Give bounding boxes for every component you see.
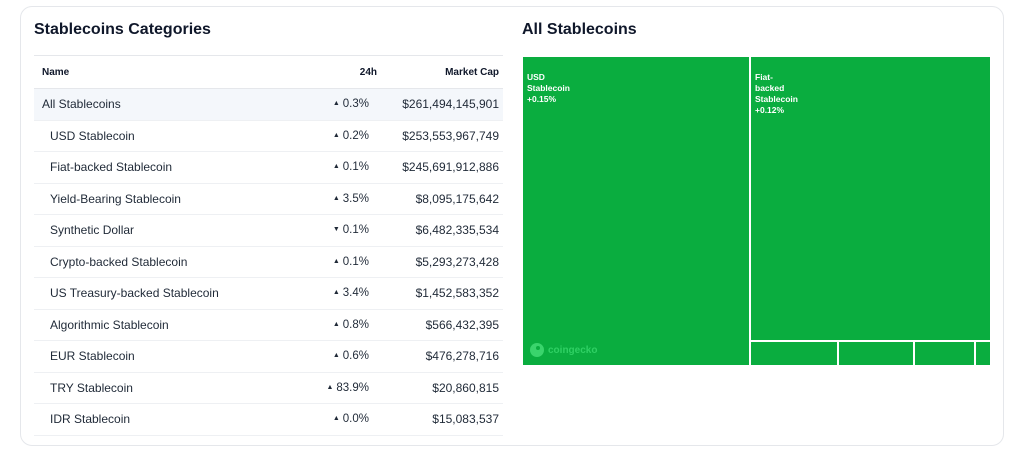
change-24h: ▲ 3.5%: [301, 183, 381, 215]
market-cap: $6,482,335,534: [381, 214, 503, 247]
change-24h: ▲ 0.3%: [301, 88, 381, 121]
caret-up-icon: ▲: [332, 289, 340, 297]
categories-title: Stablecoins Categories: [34, 21, 211, 38]
market-cap: $261,494,145,901: [381, 88, 503, 121]
treemap-tile-fiat-backed-stablecoin[interactable]: Fiat- backed Stablecoin +0.12%: [750, 56, 991, 341]
stablecoins-treemap: USD Stablecoin +0.15% coingecko Fiat- ba…: [522, 56, 991, 366]
stablecoins-card: Stablecoins Categories All Stablecoins N…: [20, 6, 1004, 446]
caret-up-icon: ▲: [332, 100, 340, 108]
market-cap: $5,293,273,428: [381, 246, 503, 278]
table-row[interactable]: Crypto-backed Stablecoin ▲ 0.1% $5,293,273,…: [34, 246, 503, 278]
category-name[interactable]: US Treasury-backed Stablecoin: [34, 277, 301, 310]
change-24h: ▲ 0.1%: [301, 151, 381, 184]
treemap-tile-small[interactable]: [914, 341, 975, 366]
market-cap: $15,083,537: [381, 403, 503, 436]
caret-up-icon: ▲: [332, 352, 340, 360]
column-header-24h[interactable]: 24h: [301, 55, 381, 89]
category-name[interactable]: EUR Stablecoin: [34, 340, 301, 373]
tile-label: USD Stablecoin: [527, 72, 570, 93]
market-cap: $20,860,815: [381, 372, 503, 404]
market-cap: $253,553,967,749: [381, 120, 503, 152]
category-name[interactable]: Yield-Bearing Stablecoin: [34, 183, 301, 215]
table-row[interactable]: Yield-Bearing Stablecoin ▲ 3.5% $8,095,175,…: [34, 183, 503, 215]
category-name[interactable]: Fiat-backed Stablecoin: [34, 151, 301, 184]
change-24h: ▲ 0.2%: [301, 120, 381, 152]
change-24h: ▲ 0.6%: [301, 340, 381, 373]
tile-change: +0.15%: [527, 94, 557, 104]
table-row[interactable]: TRY Stablecoin ▲ 83.9% $20,860,815: [34, 372, 503, 404]
caret-up-icon: ▲: [332, 194, 340, 202]
caret-up-icon: ▲: [326, 383, 334, 391]
market-cap: $476,278,716: [381, 340, 503, 373]
coingecko-logo-icon: [530, 343, 544, 357]
category-name[interactable]: Crypto-backed Stablecoin: [34, 246, 301, 278]
market-cap: $1,452,583,352: [381, 277, 503, 310]
column-header-name[interactable]: Name: [34, 55, 301, 89]
caret-up-icon: ▲: [332, 415, 340, 423]
caret-up-icon: ▲: [332, 163, 340, 171]
table-row[interactable]: US Treasury-backed Stablecoin ▲ 3.4% $1,452…: [34, 277, 503, 310]
categories-table: Name 24h Market Cap All Stablecoins ▲ 0.3%…: [34, 55, 503, 436]
tile-change: +0.12%: [755, 105, 785, 115]
caret-up-icon: ▲: [332, 131, 340, 139]
table-row[interactable]: Fiat-backed Stablecoin ▲ 0.1% $245,691,912,…: [34, 151, 503, 184]
table-row[interactable]: USD Stablecoin ▲ 0.2% $253,553,967,749: [34, 120, 503, 152]
caret-up-icon: ▲: [332, 257, 340, 265]
market-cap: $566,432,395: [381, 309, 503, 341]
category-name[interactable]: TRY Stablecoin: [34, 372, 301, 404]
category-name[interactable]: IDR Stablecoin: [34, 403, 301, 436]
category-name[interactable]: Synthetic Dollar: [34, 214, 301, 247]
caret-down-icon: ▼: [332, 226, 340, 234]
treemap-tile-small[interactable]: [838, 341, 914, 366]
coingecko-watermark: coingecko: [530, 343, 597, 357]
change-24h: ▲ 0.8%: [301, 309, 381, 341]
table-row[interactable]: IDR Stablecoin ▲ 0.0% $15,083,537: [34, 403, 503, 436]
change-24h: ▲ 0.0%: [301, 403, 381, 436]
column-header-market-cap[interactable]: Market Cap: [381, 55, 503, 89]
table-row[interactable]: Synthetic Dollar ▼ 0.1% $6,482,335,534: [34, 214, 503, 247]
change-24h: ▼ 0.1%: [301, 214, 381, 247]
market-cap: $245,691,912,886: [381, 151, 503, 184]
treemap-tile-usd-stablecoin[interactable]: USD Stablecoin +0.15% coingecko: [522, 56, 750, 366]
market-cap: $8,095,175,642: [381, 183, 503, 215]
caret-up-icon: ▲: [332, 320, 340, 328]
tile-label: Fiat- backed Stablecoin: [755, 72, 798, 104]
change-24h: ▲ 0.1%: [301, 246, 381, 278]
treemap-title: All Stablecoins: [522, 21, 637, 38]
category-name[interactable]: All Stablecoins: [34, 88, 301, 121]
table-header-row: Name 24h Market Cap: [34, 55, 503, 89]
change-24h: ▲ 3.4%: [301, 277, 381, 310]
table-row[interactable]: Algorithmic Stablecoin ▲ 0.8% $566,432,395: [34, 309, 503, 341]
table-row[interactable]: All Stablecoins ▲ 0.3% $261,494,145,901: [34, 88, 503, 121]
treemap-tile-small[interactable]: [975, 341, 991, 366]
treemap-tile-small[interactable]: [750, 341, 838, 366]
change-24h: ▲ 83.9%: [301, 372, 381, 404]
category-name[interactable]: USD Stablecoin: [34, 120, 301, 152]
table-row[interactable]: EUR Stablecoin ▲ 0.6% $476,278,716: [34, 340, 503, 373]
category-name[interactable]: Algorithmic Stablecoin: [34, 309, 301, 341]
